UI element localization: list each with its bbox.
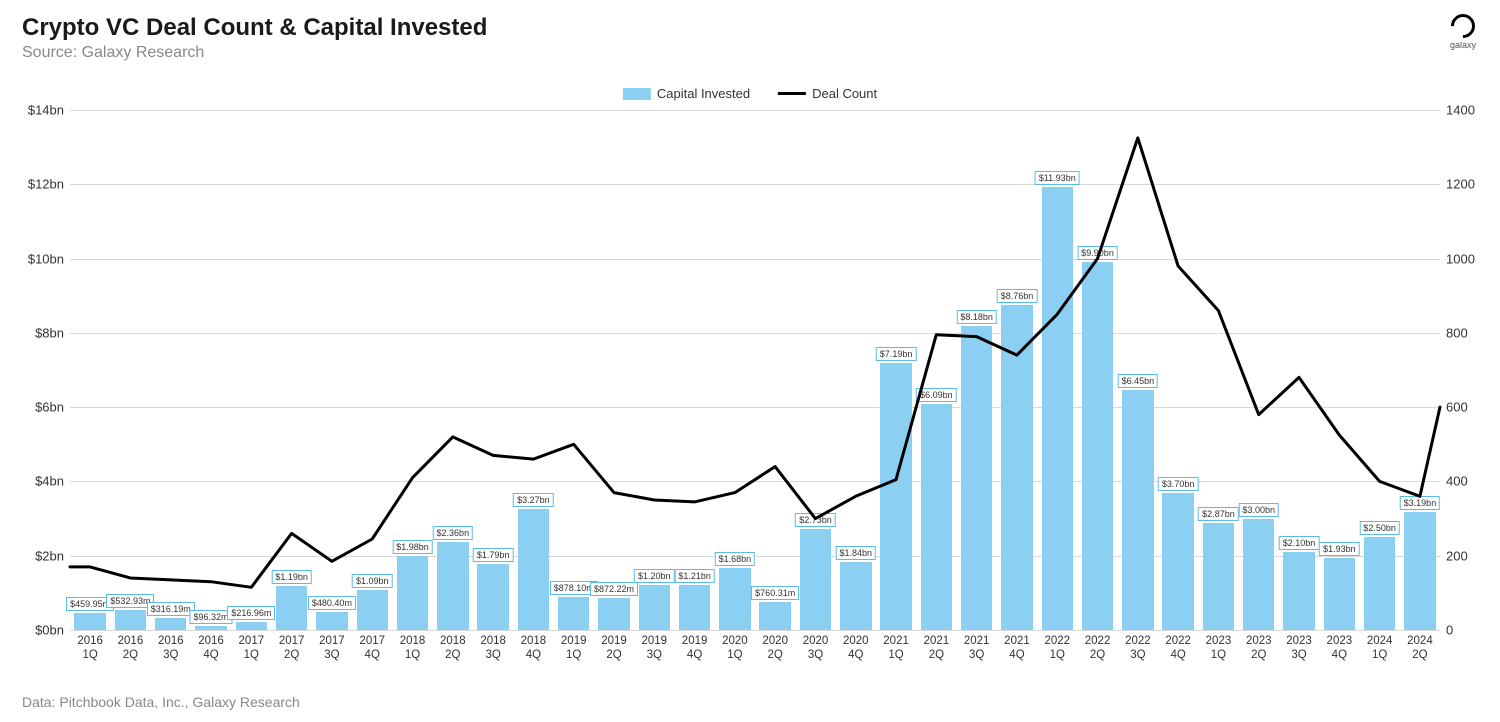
chart-line-svg <box>70 110 1440 630</box>
x-tick: 20233Q <box>1279 634 1319 663</box>
x-tick: 20212Q <box>916 634 956 663</box>
x-tick: 20172Q <box>271 634 311 663</box>
x-tick: 20204Q <box>836 634 876 663</box>
x-tick: 20193Q <box>634 634 674 663</box>
x-tick: 20194Q <box>674 634 714 663</box>
x-tick: 20203Q <box>795 634 835 663</box>
x-tick: 20241Q <box>1360 634 1400 663</box>
x-tick: 20164Q <box>191 634 231 663</box>
x-tick: 20173Q <box>312 634 352 663</box>
x-tick: 20221Q <box>1037 634 1077 663</box>
x-tick: 20191Q <box>554 634 594 663</box>
y-right-tick: 400 <box>1446 474 1490 489</box>
y-left-tick: $12bn <box>10 177 64 192</box>
y-left-tick: $2bn <box>10 548 64 563</box>
y-right-tick: 200 <box>1446 548 1490 563</box>
chart-legend: Capital Invested Deal Count <box>623 86 877 101</box>
x-tick: 20232Q <box>1239 634 1279 663</box>
legend-label-dealcount: Deal Count <box>812 86 877 101</box>
x-tick: 20224Q <box>1158 634 1198 663</box>
galaxy-logo-text: galaxy <box>1450 40 1476 50</box>
deal-count-line <box>70 138 1440 587</box>
x-tick: 20184Q <box>513 634 553 663</box>
y-left-tick: $0bn <box>10 623 64 638</box>
y-right-tick: 600 <box>1446 400 1490 415</box>
x-tick: 20181Q <box>392 634 432 663</box>
y-right-tick: 0 <box>1446 623 1490 638</box>
x-tick: 20163Q <box>151 634 191 663</box>
galaxy-logo-icon <box>1446 9 1480 43</box>
x-tick: 20213Q <box>957 634 997 663</box>
y-right-tick: 800 <box>1446 325 1490 340</box>
x-tick: 20231Q <box>1198 634 1238 663</box>
x-tick: 20201Q <box>715 634 755 663</box>
y-left-tick: $6bn <box>10 400 64 415</box>
chart-footer: Data: Pitchbook Data, Inc., Galaxy Resea… <box>22 694 300 710</box>
chart-container: Crypto VC Deal Count & Capital Invested … <box>0 0 1500 722</box>
x-tick: 20202Q <box>755 634 795 663</box>
galaxy-logo: galaxy <box>1450 14 1476 50</box>
x-tick: 20182Q <box>433 634 473 663</box>
y-right-tick: 1400 <box>1446 103 1490 118</box>
x-tick: 20211Q <box>876 634 916 663</box>
y-left-tick: $10bn <box>10 251 64 266</box>
chart-subtitle: Source: Galaxy Research <box>22 44 1482 62</box>
x-tick: 20183Q <box>473 634 513 663</box>
x-tick: 20174Q <box>352 634 392 663</box>
x-tick: 20214Q <box>997 634 1037 663</box>
y-left-tick: $14bn <box>10 103 64 118</box>
y-left-tick: $8bn <box>10 325 64 340</box>
legend-label-capital: Capital Invested <box>657 86 750 101</box>
x-tick: 20162Q <box>110 634 150 663</box>
legend-swatch-line <box>778 92 806 95</box>
x-tick: 20242Q <box>1400 634 1440 663</box>
x-tick: 20222Q <box>1077 634 1117 663</box>
chart-title: Crypto VC Deal Count & Capital Invested <box>22 14 1482 42</box>
x-tick: 20192Q <box>594 634 634 663</box>
y-right-tick: 1000 <box>1446 251 1490 266</box>
x-tick: 20161Q <box>70 634 110 663</box>
y-left-tick: $4bn <box>10 474 64 489</box>
y-right-tick: 1200 <box>1446 177 1490 192</box>
legend-item-capital: Capital Invested <box>623 86 750 101</box>
x-tick: 20171Q <box>231 634 271 663</box>
chart-plot-area: $0bn0$2bn200$4bn400$6bn600$8bn800$10bn10… <box>70 110 1440 630</box>
legend-swatch-bar <box>623 88 651 100</box>
x-tick: 20234Q <box>1319 634 1359 663</box>
x-tick: 20223Q <box>1118 634 1158 663</box>
legend-item-dealcount: Deal Count <box>778 86 877 101</box>
chart-x-axis: 20161Q20162Q20163Q20164Q20171Q20172Q2017… <box>70 630 1440 663</box>
